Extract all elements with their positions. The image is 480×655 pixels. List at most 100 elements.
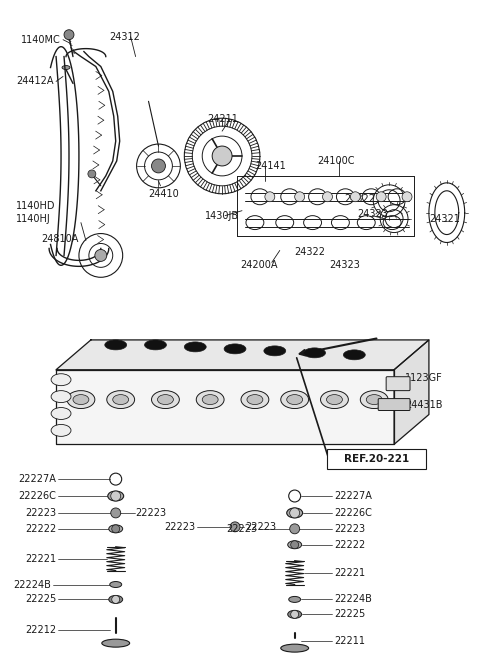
- Ellipse shape: [196, 390, 224, 409]
- Text: 24200A: 24200A: [240, 260, 277, 271]
- Ellipse shape: [110, 582, 122, 588]
- Text: 22223: 22223: [25, 508, 56, 518]
- Ellipse shape: [113, 394, 129, 405]
- Ellipse shape: [67, 390, 95, 409]
- Ellipse shape: [366, 394, 382, 405]
- Ellipse shape: [264, 346, 286, 356]
- Ellipse shape: [241, 390, 269, 409]
- Text: 24412A: 24412A: [16, 77, 54, 86]
- Ellipse shape: [157, 394, 173, 405]
- Circle shape: [291, 610, 299, 618]
- Ellipse shape: [202, 394, 218, 405]
- Ellipse shape: [152, 390, 180, 409]
- Circle shape: [212, 146, 232, 166]
- Text: 22224B: 22224B: [13, 580, 51, 590]
- Text: 24141: 24141: [255, 161, 286, 171]
- Ellipse shape: [376, 192, 386, 202]
- Text: 24312: 24312: [109, 31, 140, 42]
- Circle shape: [111, 508, 120, 518]
- Circle shape: [112, 525, 120, 533]
- Ellipse shape: [265, 192, 275, 202]
- Text: 22226C: 22226C: [335, 508, 372, 518]
- Text: 24322: 24322: [344, 194, 375, 204]
- Text: 22223: 22223: [335, 524, 366, 534]
- Ellipse shape: [343, 350, 365, 360]
- FancyBboxPatch shape: [386, 377, 410, 390]
- Text: 24431B: 24431B: [405, 400, 443, 409]
- Ellipse shape: [51, 374, 71, 386]
- Text: 24323: 24323: [357, 209, 388, 219]
- Ellipse shape: [224, 344, 246, 354]
- Text: 1430JB: 1430JB: [205, 211, 240, 221]
- Text: 22222: 22222: [335, 540, 366, 550]
- Ellipse shape: [105, 340, 127, 350]
- Circle shape: [290, 508, 300, 518]
- Ellipse shape: [288, 597, 300, 603]
- Ellipse shape: [51, 407, 71, 419]
- Text: 24410: 24410: [148, 189, 180, 198]
- Ellipse shape: [323, 192, 333, 202]
- Circle shape: [64, 29, 74, 40]
- Polygon shape: [56, 340, 429, 370]
- Ellipse shape: [281, 644, 309, 652]
- Text: 24322: 24322: [295, 248, 326, 257]
- Ellipse shape: [287, 508, 302, 518]
- Text: 24810A: 24810A: [41, 234, 79, 244]
- Ellipse shape: [288, 610, 301, 618]
- Ellipse shape: [402, 192, 412, 202]
- Ellipse shape: [360, 390, 388, 409]
- Circle shape: [95, 250, 107, 261]
- Circle shape: [111, 491, 120, 501]
- Ellipse shape: [73, 394, 89, 405]
- Circle shape: [230, 522, 240, 532]
- Ellipse shape: [247, 394, 263, 405]
- FancyBboxPatch shape: [327, 449, 426, 469]
- Polygon shape: [394, 340, 429, 444]
- Text: 24100C: 24100C: [318, 156, 355, 166]
- Ellipse shape: [288, 541, 301, 549]
- Circle shape: [88, 170, 96, 178]
- Circle shape: [112, 595, 120, 603]
- Text: 1140HJ: 1140HJ: [16, 214, 51, 223]
- Text: 22212: 22212: [25, 626, 56, 635]
- Text: 22223: 22223: [245, 522, 276, 532]
- Ellipse shape: [108, 491, 124, 501]
- Ellipse shape: [109, 525, 123, 533]
- Ellipse shape: [304, 348, 325, 358]
- Text: 22223: 22223: [164, 522, 195, 532]
- Text: 22224B: 22224B: [335, 595, 372, 605]
- Text: 22225: 22225: [335, 609, 366, 620]
- Ellipse shape: [62, 66, 70, 69]
- Text: 24323: 24323: [329, 260, 360, 271]
- Ellipse shape: [295, 192, 305, 202]
- FancyBboxPatch shape: [378, 399, 410, 411]
- Text: 22223: 22223: [226, 524, 257, 534]
- Text: 22227A: 22227A: [18, 474, 56, 484]
- Polygon shape: [56, 370, 394, 444]
- Ellipse shape: [51, 424, 71, 436]
- Ellipse shape: [321, 390, 348, 409]
- Text: 22221: 22221: [335, 568, 366, 578]
- Circle shape: [152, 159, 166, 173]
- Text: 22221: 22221: [25, 553, 56, 564]
- Ellipse shape: [109, 595, 123, 603]
- Ellipse shape: [51, 390, 71, 403]
- Text: 1123GF: 1123GF: [405, 373, 443, 383]
- Text: 22223: 22223: [136, 508, 167, 518]
- Text: 22227A: 22227A: [335, 491, 372, 501]
- Ellipse shape: [107, 390, 134, 409]
- Ellipse shape: [144, 340, 167, 350]
- Ellipse shape: [184, 342, 206, 352]
- Circle shape: [291, 541, 299, 549]
- Text: 24211: 24211: [207, 114, 238, 124]
- Ellipse shape: [350, 192, 360, 202]
- Text: 22222: 22222: [25, 524, 56, 534]
- Text: 24321: 24321: [429, 214, 460, 223]
- Text: REF.20-221: REF.20-221: [344, 454, 409, 464]
- Circle shape: [290, 524, 300, 534]
- Text: 1140MC: 1140MC: [21, 35, 61, 45]
- Text: 22211: 22211: [335, 636, 365, 646]
- Ellipse shape: [102, 639, 130, 647]
- Ellipse shape: [326, 394, 342, 405]
- Ellipse shape: [287, 394, 302, 405]
